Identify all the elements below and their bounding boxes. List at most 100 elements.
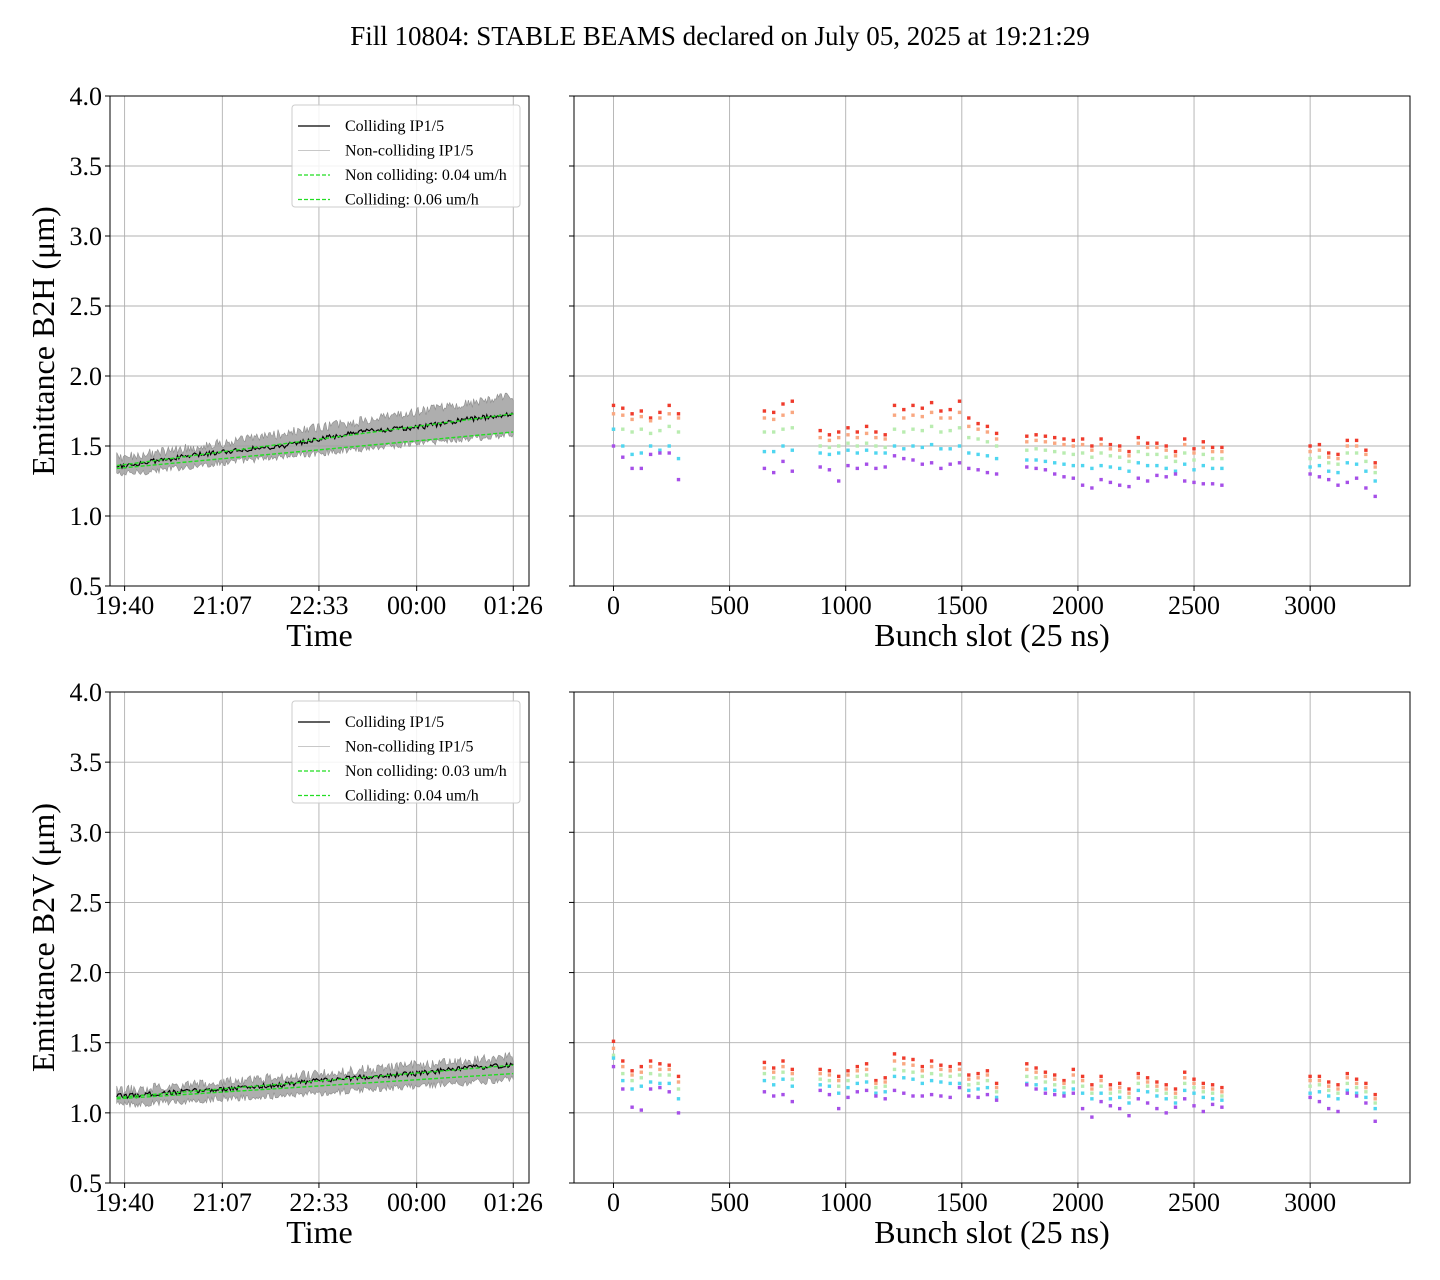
scatter-point bbox=[1373, 470, 1377, 475]
scatter-point bbox=[883, 445, 887, 450]
scatter-point bbox=[976, 427, 980, 431]
scatter-point bbox=[1364, 1095, 1368, 1100]
scatter-point bbox=[1354, 444, 1359, 448]
scatter-point bbox=[1327, 1084, 1331, 1088]
scatter-point bbox=[1090, 444, 1094, 448]
scatter-point bbox=[1183, 1076, 1187, 1080]
panel-bottom-left: Colliding IP1/5 Non-colliding IP1/5 Non co… bbox=[25, 678, 543, 1250]
scatter-point bbox=[1201, 452, 1205, 457]
scatter-point bbox=[648, 416, 653, 420]
scatter-point bbox=[1210, 1097, 1215, 1101]
scatter-point bbox=[837, 1106, 841, 1111]
scatter-point bbox=[1327, 1106, 1331, 1111]
scatter-point bbox=[920, 445, 924, 450]
x-tick-label: 22:33 bbox=[289, 1188, 348, 1217]
scatter-point bbox=[648, 1087, 653, 1091]
scatter-point bbox=[864, 1062, 869, 1066]
scatter-point bbox=[1155, 1094, 1159, 1098]
scatter-point bbox=[846, 1085, 850, 1090]
scatter-point bbox=[864, 1073, 869, 1077]
scatter-point bbox=[1108, 1087, 1113, 1091]
scatter-point bbox=[985, 1092, 990, 1097]
scatter-point bbox=[920, 1074, 924, 1079]
scatter-point bbox=[790, 1099, 794, 1104]
x-axis-label: Time bbox=[286, 617, 352, 653]
scatter-point bbox=[827, 1084, 832, 1088]
scatter-point bbox=[837, 479, 841, 483]
scatter-point bbox=[781, 413, 785, 417]
scatter-point bbox=[1155, 1080, 1159, 1084]
scatter-point bbox=[874, 1085, 878, 1090]
scatter-point bbox=[902, 456, 906, 461]
scatter-point bbox=[790, 448, 794, 452]
scatter-point bbox=[676, 416, 681, 420]
scatter-point bbox=[1108, 1097, 1113, 1101]
scatter-point bbox=[658, 448, 662, 452]
scatter-point bbox=[658, 416, 662, 420]
scatter-point bbox=[676, 430, 681, 434]
scatter-series-0 bbox=[611, 1039, 1377, 1097]
scatter-point bbox=[976, 468, 980, 472]
scatter-point bbox=[1062, 1091, 1066, 1095]
figure-title: Fill 10804: STABLE BEAMS declared on Jul… bbox=[350, 21, 1090, 51]
scatter-point bbox=[658, 1081, 662, 1086]
scatter-point bbox=[864, 448, 869, 452]
scatter-point bbox=[948, 1064, 952, 1069]
scatter-point bbox=[864, 431, 869, 436]
scatter-series-1 bbox=[611, 1046, 1377, 1101]
scatter-point bbox=[1164, 444, 1168, 448]
scatter-point bbox=[967, 1088, 971, 1093]
scatter-point bbox=[1043, 1087, 1048, 1091]
y-tick-label: 0.5 bbox=[70, 1169, 103, 1198]
scatter-point bbox=[994, 456, 999, 461]
scatter-point bbox=[1220, 1098, 1224, 1102]
y-tick-label: 3.0 bbox=[70, 818, 103, 847]
scatter-point bbox=[855, 1074, 859, 1079]
scatter-point bbox=[948, 1081, 952, 1086]
scatter-point bbox=[855, 444, 859, 448]
scatter-point bbox=[790, 1067, 794, 1072]
scatter-point bbox=[1025, 1083, 1029, 1087]
scatter-point bbox=[1108, 447, 1113, 451]
scatter-point bbox=[994, 444, 999, 448]
scatter-point bbox=[902, 447, 906, 451]
scatter-point bbox=[1345, 451, 1349, 455]
scatter-point bbox=[939, 416, 943, 420]
scatter-series-2 bbox=[611, 1053, 1377, 1105]
scatter-point bbox=[1034, 466, 1038, 471]
scatter-point bbox=[827, 438, 832, 443]
scatter-point bbox=[864, 1088, 869, 1093]
scatter-point bbox=[1071, 452, 1075, 457]
scatter-point bbox=[1062, 475, 1066, 479]
scatter-point bbox=[1136, 1071, 1140, 1076]
x-tick-label: 00:00 bbox=[387, 591, 446, 620]
scatter-point bbox=[1025, 1074, 1029, 1079]
scatter-point bbox=[1336, 1083, 1340, 1087]
scatter-point bbox=[1327, 1094, 1331, 1098]
scatter-point bbox=[781, 1064, 785, 1069]
x-axis-label: Time bbox=[286, 1214, 352, 1250]
scatter-point bbox=[929, 400, 934, 405]
scatter-point bbox=[920, 1069, 924, 1073]
scatter-point bbox=[762, 1060, 767, 1065]
scatter-point bbox=[892, 1067, 897, 1072]
scatter-point bbox=[611, 444, 616, 448]
scatter-series-0 bbox=[611, 399, 1377, 465]
y-tick-label: 2.5 bbox=[70, 292, 103, 321]
y-tick-label: 1.5 bbox=[70, 1029, 103, 1058]
scatter-point bbox=[1164, 1091, 1168, 1095]
scatter-point bbox=[1192, 1081, 1196, 1086]
scatter-point bbox=[1099, 437, 1103, 441]
legend-label: Colliding IP1/5 bbox=[345, 118, 444, 135]
scatter-point bbox=[948, 416, 952, 420]
y-tick-label: 1.5 bbox=[70, 432, 103, 461]
scatter-point bbox=[939, 1067, 943, 1072]
scatter-point bbox=[1025, 458, 1029, 462]
x-tick-label: 00:00 bbox=[387, 1188, 446, 1217]
scatter-point bbox=[1053, 1092, 1057, 1097]
scatter-point bbox=[648, 431, 653, 436]
scatter-point bbox=[1173, 1087, 1178, 1091]
scatter-point bbox=[1210, 456, 1215, 461]
scatter-point bbox=[911, 403, 915, 408]
scatter-point bbox=[781, 444, 785, 448]
